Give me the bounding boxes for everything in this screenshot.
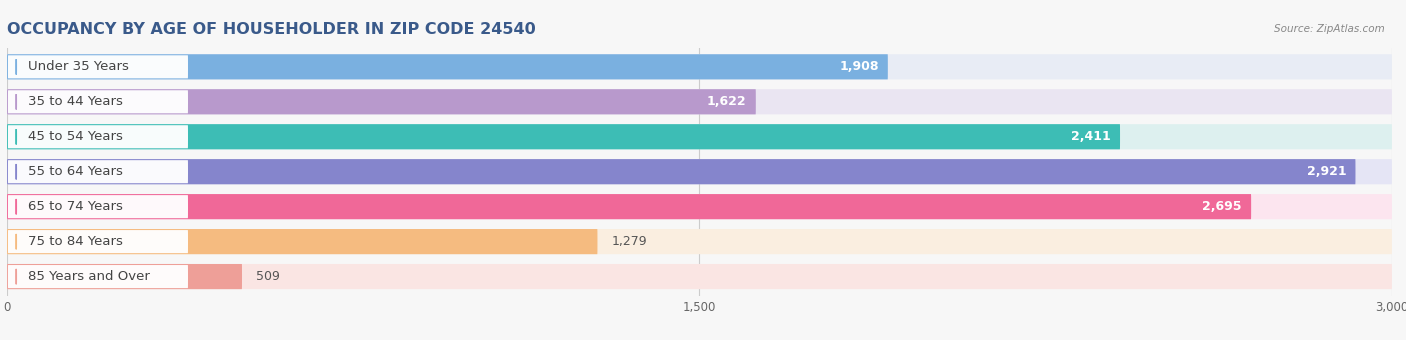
Text: 2,695: 2,695 bbox=[1202, 200, 1241, 213]
FancyBboxPatch shape bbox=[7, 54, 1392, 80]
FancyBboxPatch shape bbox=[7, 159, 1392, 184]
Text: OCCUPANCY BY AGE OF HOUSEHOLDER IN ZIP CODE 24540: OCCUPANCY BY AGE OF HOUSEHOLDER IN ZIP C… bbox=[7, 22, 536, 37]
Text: 55 to 64 Years: 55 to 64 Years bbox=[28, 165, 122, 178]
FancyBboxPatch shape bbox=[8, 55, 188, 78]
FancyBboxPatch shape bbox=[7, 89, 1392, 114]
Text: 1,908: 1,908 bbox=[839, 60, 879, 73]
FancyBboxPatch shape bbox=[8, 230, 188, 253]
FancyBboxPatch shape bbox=[7, 229, 598, 254]
FancyBboxPatch shape bbox=[8, 265, 188, 288]
Text: 509: 509 bbox=[256, 270, 280, 283]
FancyBboxPatch shape bbox=[8, 160, 188, 183]
Text: 85 Years and Over: 85 Years and Over bbox=[28, 270, 149, 283]
Text: 2,921: 2,921 bbox=[1306, 165, 1346, 178]
FancyBboxPatch shape bbox=[7, 229, 1392, 254]
FancyBboxPatch shape bbox=[8, 125, 188, 148]
FancyBboxPatch shape bbox=[8, 195, 188, 218]
Text: 65 to 74 Years: 65 to 74 Years bbox=[28, 200, 122, 213]
Text: Source: ZipAtlas.com: Source: ZipAtlas.com bbox=[1274, 24, 1385, 34]
FancyBboxPatch shape bbox=[8, 90, 188, 113]
Text: 1,622: 1,622 bbox=[707, 95, 747, 108]
FancyBboxPatch shape bbox=[7, 194, 1392, 219]
FancyBboxPatch shape bbox=[7, 264, 242, 289]
Text: 35 to 44 Years: 35 to 44 Years bbox=[28, 95, 122, 108]
Text: 1,279: 1,279 bbox=[612, 235, 647, 248]
FancyBboxPatch shape bbox=[7, 264, 1392, 289]
FancyBboxPatch shape bbox=[7, 124, 1392, 149]
Text: 75 to 84 Years: 75 to 84 Years bbox=[28, 235, 122, 248]
FancyBboxPatch shape bbox=[7, 124, 1121, 149]
FancyBboxPatch shape bbox=[7, 159, 1355, 184]
Text: 2,411: 2,411 bbox=[1071, 130, 1111, 143]
FancyBboxPatch shape bbox=[7, 194, 1251, 219]
Text: 45 to 54 Years: 45 to 54 Years bbox=[28, 130, 122, 143]
Text: Under 35 Years: Under 35 Years bbox=[28, 60, 129, 73]
FancyBboxPatch shape bbox=[7, 54, 887, 80]
FancyBboxPatch shape bbox=[7, 89, 756, 114]
